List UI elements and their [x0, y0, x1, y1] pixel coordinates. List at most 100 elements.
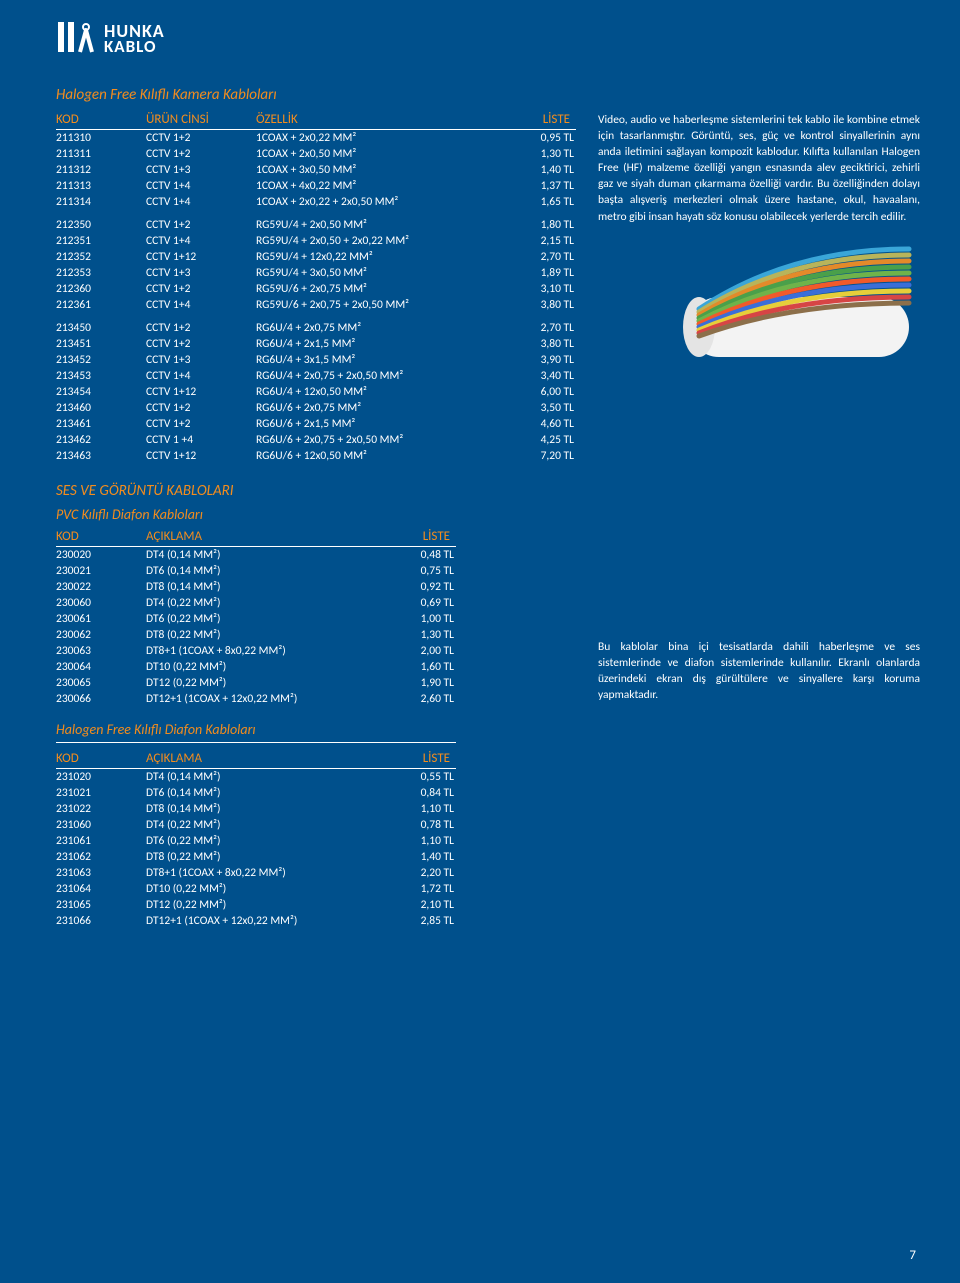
section2b-title: Halogen Free Kılıflı Diafon Kabloları — [56, 721, 576, 738]
table-cell: 4,25 TL — [506, 432, 576, 448]
table-cell: 213452 — [56, 352, 146, 368]
table-cell: 0,84 TL — [386, 785, 456, 801]
table-cell: 231064 — [56, 881, 146, 897]
col-kod: KOD — [56, 749, 146, 769]
table-cell: DT4 (0,14 MM²) — [146, 547, 386, 564]
table-cell: RG6U/6 + 12x0,50 MM² — [256, 448, 506, 464]
table-cell: 212360 — [56, 281, 146, 297]
table-row: 211311CCTV 1+21COAX + 2x0,50 MM²1,30 TL — [56, 146, 576, 162]
table-row: 212352CCTV 1+12RG59U/4 + 12x0,22 MM²2,70… — [56, 249, 576, 265]
table-cell: DT12+1 (1COAX + 12x0,22 MM²) — [146, 691, 386, 707]
table-row: 212351CCTV 1+4RG59U/4 + 2x0,50 + 2x0,22 … — [56, 233, 576, 249]
table-cell: RG6U/4 + 2x0,75 MM² — [256, 313, 506, 336]
table-cell: DT8 (0,14 MM²) — [146, 801, 386, 817]
section2b-table: KOD AÇIKLAMA LİSTE 231020DT4 (0,14 MM²)0… — [56, 749, 456, 929]
table-cell: 3,50 TL — [506, 400, 576, 416]
table-cell: RG6U/6 + 2x0,75 MM² — [256, 400, 506, 416]
table-cell: 2,70 TL — [506, 249, 576, 265]
table-cell: 213461 — [56, 416, 146, 432]
table-cell: CCTV 1+2 — [146, 210, 256, 233]
table-row: 230060DT4 (0,22 MM²)0,69 TL — [56, 595, 456, 611]
table-cell: DT6 (0,14 MM²) — [146, 785, 386, 801]
table-row: 213453CCTV 1+4RG6U/4 + 2x0,75 + 2x0,50 M… — [56, 368, 576, 384]
table-row: 231020DT4 (0,14 MM²)0,55 TL — [56, 769, 456, 786]
table-cell: CCTV 1+4 — [146, 297, 256, 313]
table-cell: 212361 — [56, 297, 146, 313]
table-cell: 230062 — [56, 627, 146, 643]
table-cell: RG59U/6 + 2x0,75 MM² — [256, 281, 506, 297]
table-cell: 2,00 TL — [386, 643, 456, 659]
table-cell: DT8+1 (1COAX + 8x0,22 MM²) — [146, 643, 386, 659]
col-aciklama: AÇIKLAMA — [146, 749, 386, 769]
table-cell: 230064 — [56, 659, 146, 675]
brand-logo: HUNKA KABLO — [56, 18, 920, 60]
section2-title: SES VE GÖRÜNTÜ KABLOLARI — [56, 482, 576, 500]
table-cell: CCTV 1+4 — [146, 368, 256, 384]
table-cell: DT6 (0,22 MM²) — [146, 833, 386, 849]
table-row: 231065DT12 (0,22 MM²)2,10 TL — [56, 897, 456, 913]
table-cell: 213453 — [56, 368, 146, 384]
table-cell: 2,60 TL — [386, 691, 456, 707]
table-cell: DT12 (0,22 MM²) — [146, 897, 386, 913]
table-cell: DT6 (0,22 MM²) — [146, 611, 386, 627]
table-cell: 230063 — [56, 643, 146, 659]
table-cell: CCTV 1 +4 — [146, 432, 256, 448]
table-cell: 1,90 TL — [386, 675, 456, 691]
table-cell: 0,78 TL — [386, 817, 456, 833]
cable-illustration-1 — [598, 239, 920, 389]
table-row: 211314CCTV 1+41COAX + 2x0,22 + 2x0,50 MM… — [56, 194, 576, 210]
table-cell: 0,95 TL — [506, 130, 576, 147]
table-cell: 230021 — [56, 563, 146, 579]
logo-mark-icon — [56, 18, 98, 60]
table-cell: DT10 (0,22 MM²) — [146, 659, 386, 675]
table-cell: 1,10 TL — [386, 801, 456, 817]
table-cell: CCTV 1+4 — [146, 194, 256, 210]
table-row: 213462CCTV 1 +4RG6U/6 + 2x0,75 + 2x0,50 … — [56, 432, 576, 448]
col-kod: KOD — [56, 527, 146, 547]
table-cell: CCTV 1+2 — [146, 313, 256, 336]
table-cell: 1,10 TL — [386, 833, 456, 849]
table-cell: 1COAX + 2x0,22 MM² — [256, 130, 506, 147]
table-row: 212353CCTV 1+3RG59U/4 + 3x0,50 MM²1,89 T… — [56, 265, 576, 281]
table-cell: 3,40 TL — [506, 368, 576, 384]
table-cell: 2,70 TL — [506, 313, 576, 336]
table-row: 230064DT10 (0,22 MM²)1,60 TL — [56, 659, 456, 675]
table-row: 213451CCTV 1+2RG6U/4 + 2x1,5 MM²3,80 TL — [56, 336, 576, 352]
table-cell: 230060 — [56, 595, 146, 611]
table-cell: 211314 — [56, 194, 146, 210]
section1-table: KOD ÜRÜN CİNSİ ÖZELLİK LİSTE 211310CCTV … — [56, 110, 576, 464]
table-cell: DT8 (0,22 MM²) — [146, 627, 386, 643]
table-cell: CCTV 1+12 — [146, 249, 256, 265]
table-cell: 231065 — [56, 897, 146, 913]
col-urun: ÜRÜN CİNSİ — [146, 110, 256, 130]
table-cell: 212351 — [56, 233, 146, 249]
logo-text: HUNKA KABLO — [104, 23, 165, 54]
table-cell: DT8 (0,14 MM²) — [146, 579, 386, 595]
table-cell: DT8 (0,22 MM²) — [146, 849, 386, 865]
table-cell: 213460 — [56, 400, 146, 416]
table-row: 231022DT8 (0,14 MM²)1,10 TL — [56, 801, 456, 817]
table-cell: 1,37 TL — [506, 178, 576, 194]
table-cell: 1,65 TL — [506, 194, 576, 210]
table-cell: 1,40 TL — [386, 849, 456, 865]
table-cell: 231061 — [56, 833, 146, 849]
table-cell: 1,00 TL — [386, 611, 456, 627]
table-cell: 1,40 TL — [506, 162, 576, 178]
table-row: 230066DT12+1 (1COAX + 12x0,22 MM²)2,60 T… — [56, 691, 456, 707]
section2a-description: Bu kablolar bina içi tesisatlarda dahili… — [598, 639, 920, 703]
table-cell: DT6 (0,14 MM²) — [146, 563, 386, 579]
table-cell: CCTV 1+3 — [146, 352, 256, 368]
table-cell: RG59U/4 + 2x0,50 + 2x0,22 MM² — [256, 233, 506, 249]
table-cell: 0,69 TL — [386, 595, 456, 611]
table-cell: 213462 — [56, 432, 146, 448]
table-cell: 1,89 TL — [506, 265, 576, 281]
table-cell: 212350 — [56, 210, 146, 233]
table-cell: CCTV 1+4 — [146, 233, 256, 249]
table-cell: 6,00 TL — [506, 384, 576, 400]
table-cell: CCTV 1+12 — [146, 448, 256, 464]
table-cell: 211313 — [56, 178, 146, 194]
table-cell: 211311 — [56, 146, 146, 162]
table-cell: CCTV 1+2 — [146, 400, 256, 416]
col-liste: LİSTE — [506, 110, 576, 130]
section1-description: Video, audio ve haberleşme sistemlerini … — [598, 112, 920, 225]
